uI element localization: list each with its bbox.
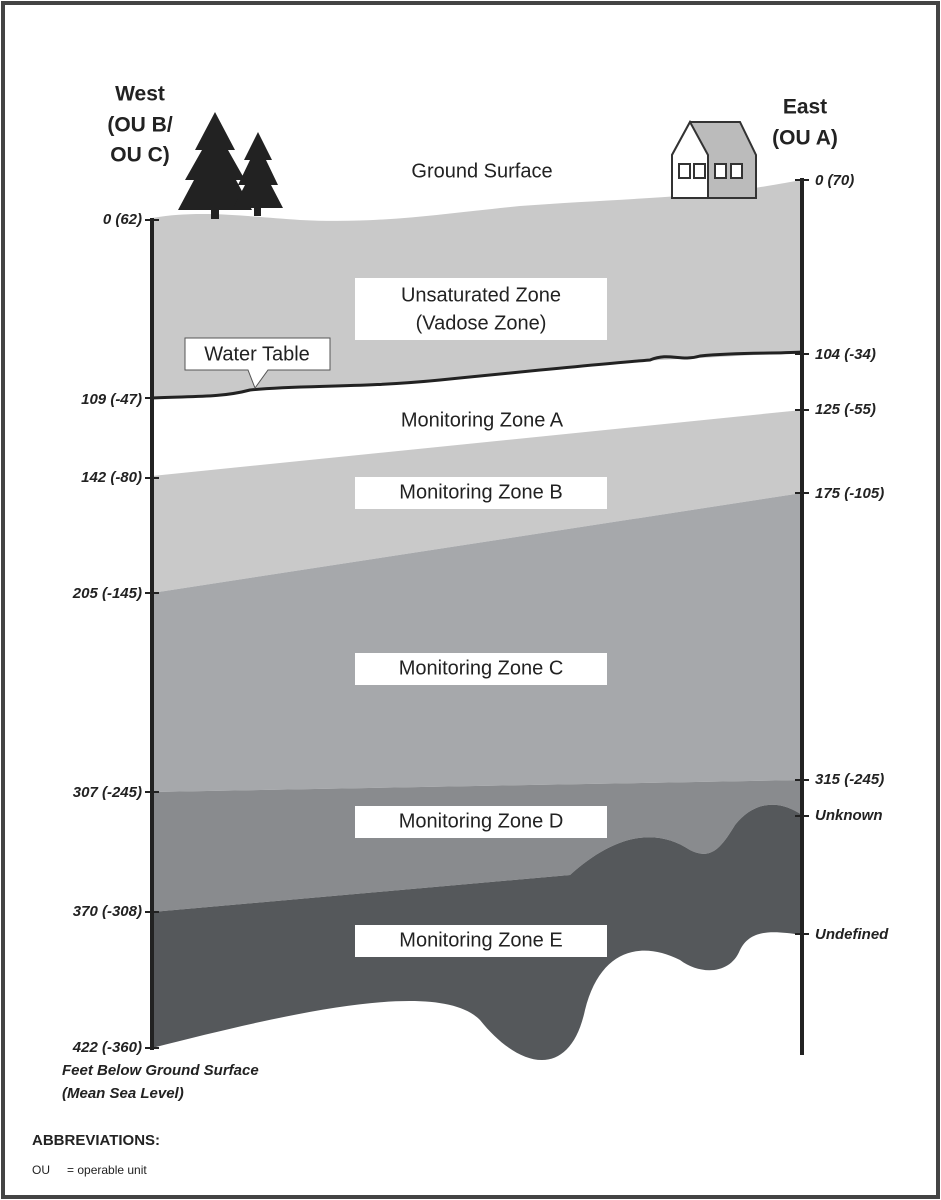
depth-label: 104 (-34) <box>815 346 876 363</box>
abbreviation-definition: = operable unit <box>67 1163 147 1177</box>
depth-label: 142 (-80) <box>81 469 142 486</box>
depth-label: Unknown <box>815 807 883 824</box>
depth-label: 307 (-245) <box>73 784 142 801</box>
depth-label: 109 (-47) <box>81 391 142 408</box>
axis-caption: Feet Below Ground Surface <box>62 1062 259 1079</box>
zone-label: Monitoring Zone E <box>399 929 562 951</box>
depth-label: 125 (-55) <box>815 401 876 418</box>
depth-label: 422 (-360) <box>72 1039 142 1056</box>
axis-caption: (Mean Sea Level) <box>62 1085 184 1102</box>
depth-label: 205 (-145) <box>72 585 142 602</box>
zone-label: (Vadose Zone) <box>416 312 547 334</box>
house <box>672 122 756 198</box>
west-title: West <box>115 83 165 106</box>
zone-label: Monitoring Zone D <box>399 810 564 832</box>
west-title: (OU B/ <box>107 114 172 137</box>
depth-label: 315 (-245) <box>815 771 884 788</box>
zone-label: Unsaturated Zone <box>401 284 561 306</box>
depth-label: 370 (-308) <box>73 903 142 920</box>
zone-label: Monitoring Zone A <box>401 409 564 431</box>
diagram: West (OU B/ OU C) East (OU A) Ground Sur… <box>0 0 941 1200</box>
depth-label: 175 (-105) <box>815 485 884 502</box>
west-title: OU C) <box>110 144 170 167</box>
east-title: (OU A) <box>772 127 838 150</box>
zone-label: Monitoring Zone C <box>399 657 564 679</box>
depth-label: Undefined <box>815 926 889 943</box>
water-table-label: Water Table <box>204 343 310 365</box>
east-title: East <box>783 96 827 119</box>
ground-surface-label: Ground Surface <box>411 160 552 182</box>
depth-label: 0 (62) <box>103 211 142 228</box>
zone-label: Monitoring Zone B <box>399 481 562 503</box>
depth-label: 0 (70) <box>815 172 854 189</box>
abbreviations-title: ABBREVIATIONS: <box>32 1132 160 1149</box>
abbreviation-term: OU <box>32 1163 50 1177</box>
